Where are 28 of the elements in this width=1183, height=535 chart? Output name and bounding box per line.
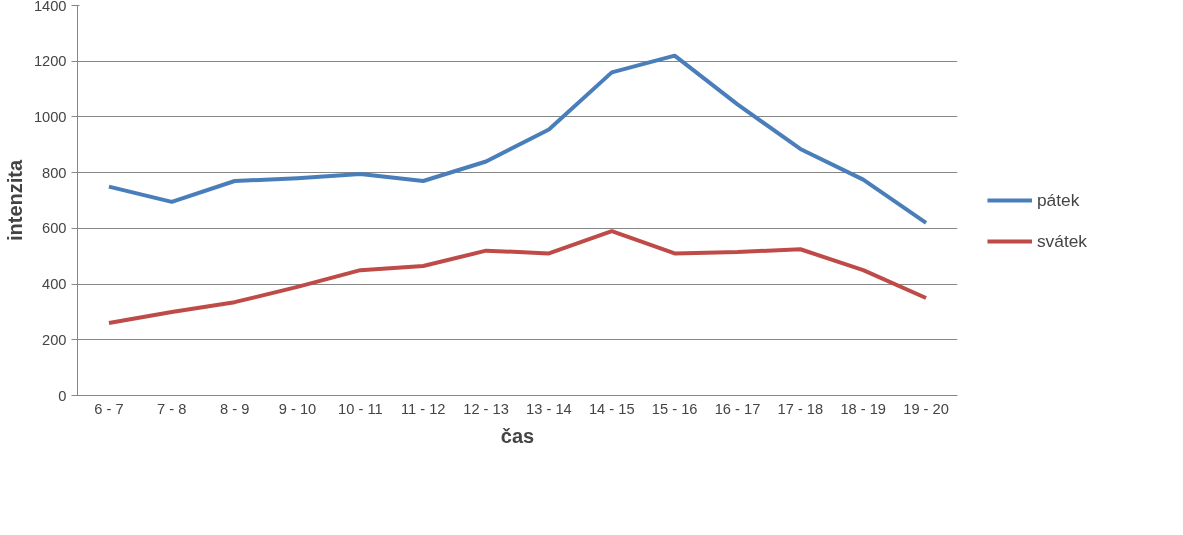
x-tick-label: 13 - 14	[526, 400, 572, 417]
x-tick-label: 17 - 18	[777, 400, 824, 417]
legend-label: svátek	[1036, 230, 1088, 252]
line-series	[106, 229, 929, 326]
y-tick-label: 800	[42, 164, 67, 181]
x-tick-label: 19 - 20	[903, 400, 949, 417]
line-series	[106, 53, 929, 225]
x-tick-label: 6 - 7	[94, 400, 124, 417]
x-tick-label: 14 - 15	[588, 400, 635, 417]
y-tick-label: 1400	[33, 0, 67, 14]
legend-label: pátek	[1036, 189, 1080, 211]
y-axis-title: intenzita	[3, 159, 26, 242]
y-tick-label: 400	[42, 276, 67, 293]
x-tick-label: 18 - 19	[840, 400, 887, 417]
y-tick-label: 1200	[33, 53, 67, 70]
y-tick-label: 200	[42, 331, 67, 348]
x-tick-label: 7 - 8	[157, 400, 187, 417]
y-tick-label: 0	[58, 387, 67, 404]
x-axis-title: čas	[500, 424, 535, 447]
y-tick-label: 1000	[33, 108, 67, 125]
x-tick-label: 11 - 12	[400, 400, 446, 417]
x-tick-label: 16 - 17	[714, 400, 761, 417]
y-tick-label: 600	[42, 220, 67, 237]
x-tick-label: 10 - 11	[338, 400, 383, 417]
x-tick-label: 15 - 16	[651, 400, 698, 417]
x-tick-label: 8 - 9	[219, 400, 250, 417]
x-tick-label: 9 - 10	[278, 400, 317, 417]
x-tick-label: 12 - 13	[463, 400, 509, 417]
